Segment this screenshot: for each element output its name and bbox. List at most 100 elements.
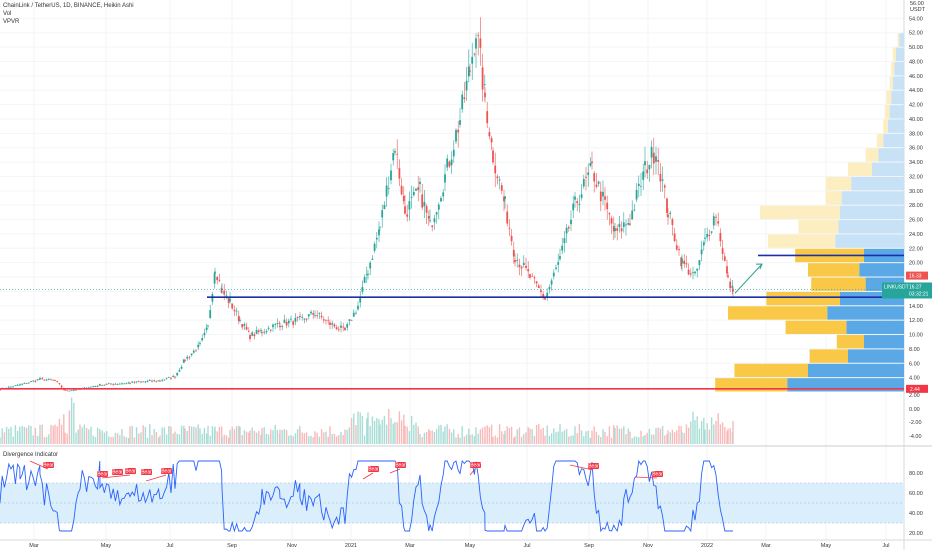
volume-bar: [64, 432, 66, 444]
volume-bar: [457, 433, 459, 444]
vpvr-down-bar: [848, 162, 872, 176]
candle-body: [329, 322, 331, 325]
candle-body: [719, 233, 722, 242]
volume-bar: [163, 427, 166, 444]
candle-body: [435, 212, 438, 215]
bear-tag-text: Bear: [470, 463, 481, 469]
candle-body: [533, 277, 536, 279]
volume-bar: [366, 418, 368, 444]
candle-body: [107, 383, 110, 385]
volume-bar: [270, 429, 272, 444]
volume-bar: [623, 426, 625, 444]
volume-bar: [218, 426, 221, 444]
candle-body: [36, 379, 39, 381]
vpvr-up-bar: [851, 176, 904, 191]
volume-bar: [14, 425, 17, 444]
y-tick-label: 12.00: [909, 318, 923, 324]
candle-body: [620, 228, 623, 232]
volume-bar: [180, 425, 183, 444]
candle-body: [10, 386, 12, 388]
volume-bar: [85, 428, 88, 444]
volume-bar: [123, 436, 125, 444]
candle-body: [39, 378, 41, 379]
volume-bar: [223, 434, 225, 444]
candle-body: [557, 262, 560, 265]
candle-body: [52, 379, 55, 381]
candle-body: [294, 318, 297, 322]
candle-body: [423, 201, 426, 207]
volume-bar: [694, 420, 696, 444]
volume-bar: [593, 426, 595, 444]
volume-bar: [41, 424, 43, 444]
vpvr-up-bar: [864, 335, 904, 349]
candle-body: [213, 272, 216, 284]
candle-body: [283, 319, 286, 323]
volume-bar: [428, 429, 430, 444]
volume-axis-label: -4.00: [909, 434, 922, 440]
volume-bar: [638, 437, 640, 444]
volume-bar: [127, 437, 130, 444]
volume-bar: [410, 415, 413, 444]
volume-bar: [333, 433, 336, 444]
volume-bar: [394, 422, 396, 444]
candle-body: [514, 259, 516, 263]
candle-body: [550, 280, 553, 285]
bear-tag-text: Bear: [43, 463, 54, 469]
volume-bar: [133, 437, 136, 444]
candle-body: [429, 220, 431, 222]
x-tick-label: May: [101, 543, 112, 549]
volume-bar: [178, 434, 181, 444]
candle-body: [574, 196, 576, 200]
candle-body: [83, 387, 86, 389]
candle-body: [233, 309, 236, 312]
volume-bar: [116, 433, 119, 444]
candle-body: [327, 320, 330, 322]
volume-bar: [283, 429, 286, 444]
volume-bar: [60, 424, 63, 444]
y-tick-label: 4.00: [909, 376, 920, 382]
y-tick-label: 46.00: [909, 74, 923, 80]
candle-body: [305, 318, 308, 320]
candle-body: [14, 385, 17, 387]
volume-bar: [70, 397, 73, 444]
candle-body: [483, 83, 486, 85]
candle-body: [669, 212, 672, 215]
volume-bar: [119, 435, 121, 444]
volume-bar: [19, 432, 21, 444]
volume-bar: [461, 426, 463, 444]
vpvr-up-bar: [894, 61, 904, 76]
bear-tag-text: Bear: [395, 463, 406, 469]
candle-body: [565, 227, 568, 234]
volume-bar: [666, 434, 668, 444]
candle-body: [285, 322, 288, 326]
candle-body: [471, 56, 474, 64]
volume-bar: [516, 429, 518, 444]
volume-bar: [58, 418, 61, 444]
volume-bar: [676, 430, 678, 444]
vpvr-down-bar: [892, 47, 896, 61]
volume-bar: [710, 417, 713, 444]
candle-body: [410, 196, 413, 198]
candle-body: [625, 224, 627, 226]
volume-bar: [724, 426, 726, 444]
volume-bar: [683, 432, 685, 444]
candle-body: [249, 335, 251, 339]
volume-bar: [73, 402, 75, 444]
volume-bar: [81, 427, 83, 444]
volume-bar: [538, 424, 540, 444]
bear-tag-text: Bear: [125, 469, 136, 475]
vpvr-down-bar: [766, 291, 840, 306]
volume-bar: [379, 424, 381, 444]
current-price-text: 16.27: [909, 284, 922, 290]
volume-bar: [504, 430, 506, 444]
candle-body: [406, 214, 409, 217]
candle-body: [508, 227, 511, 229]
volume-bar: [276, 430, 279, 444]
axes: 4.006.008.0010.0012.0014.0016.0018.0020.…: [29, 1, 932, 549]
candle-body: [467, 66, 470, 77]
candle-body: [661, 179, 664, 181]
candle-body: [314, 315, 316, 316]
candle-body: [512, 249, 515, 257]
volume-bar: [39, 424, 41, 444]
price-tag-red-text: 16.33: [909, 274, 922, 280]
